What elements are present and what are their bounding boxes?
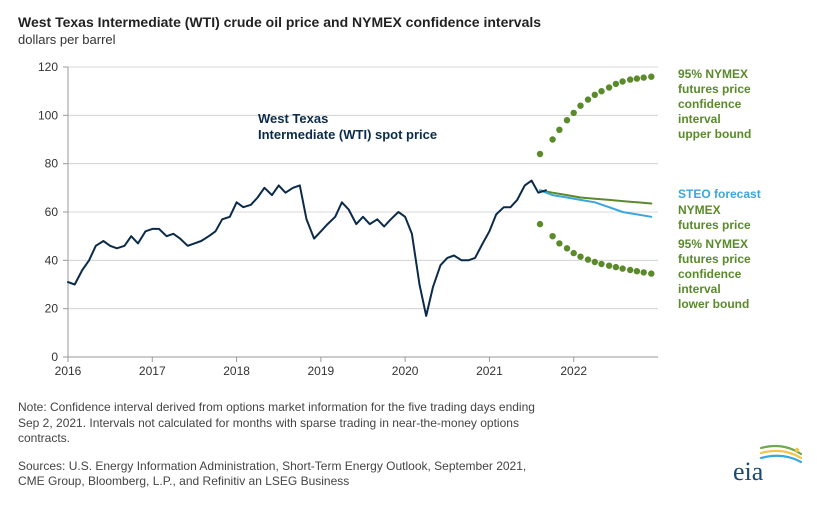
y-tick-label: 100 (38, 108, 58, 122)
sources: Sources: U.S. Energy Information Adminis… (18, 459, 538, 490)
x-tick-label: 2020 (392, 364, 419, 378)
eia-logo-text: eia (733, 457, 764, 486)
x-tick-label: 2022 (560, 364, 587, 378)
spot-price-annotation: West TexasIntermediate (WTI) spot price (258, 111, 437, 144)
eia-logo: eia (731, 444, 803, 491)
x-tick-label: 2016 (55, 364, 82, 378)
x-tick-label: 2018 (223, 364, 250, 378)
futures-annotation: NYMEXfutures price (678, 203, 751, 233)
upper-bound-annotation: 95% NYMEXfutures priceconfidenceinterval… (678, 67, 751, 142)
chart-title: West Texas Intermediate (WTI) crude oil … (18, 14, 807, 30)
eia-swoosh-icon (761, 446, 801, 462)
x-tick-label: 2021 (476, 364, 503, 378)
steo-annotation: STEO forecast (678, 187, 761, 202)
chart-area: 0 20 40 60 80 100 120 2016 2017 2018 2019 2020 2021 2… (18, 57, 807, 392)
y-tick-label: 80 (45, 157, 59, 171)
y-tick-label: 60 (45, 205, 59, 219)
footnote: Note: Confidence interval derived from o… (18, 400, 538, 447)
x-tick-label: 2017 (139, 364, 166, 378)
y-tick-label: 120 (38, 60, 58, 74)
lower-bound-annotation: 95% NYMEXfutures priceconfidenceinterval… (678, 237, 751, 312)
y-tick-label: 0 (51, 350, 58, 364)
x-tick-label: 2019 (308, 364, 335, 378)
y-tick-label: 20 (45, 302, 59, 316)
series-lower-bound (537, 221, 655, 277)
series-wti-spot (68, 181, 546, 316)
series-nymex-futures (540, 190, 651, 203)
y-tick-label: 40 (45, 253, 59, 267)
chart-subtitle: dollars per barrel (18, 32, 807, 47)
